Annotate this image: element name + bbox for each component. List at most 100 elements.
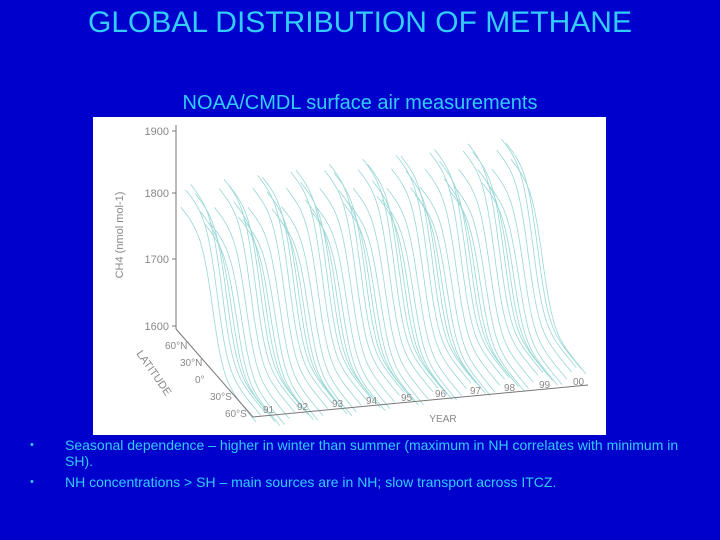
surface-mesh-line	[218, 188, 295, 413]
bullet-list: • Seasonal dependence – higher in winter…	[30, 437, 690, 490]
year-tick-label: 96	[435, 389, 447, 400]
surface-mesh-line	[185, 189, 262, 416]
surface-mesh-line	[491, 168, 568, 380]
surface-mesh-line	[324, 170, 400, 396]
surface-mesh-line	[434, 149, 510, 378]
surface-mesh-line	[371, 180, 448, 395]
surface-mesh-line	[290, 172, 367, 400]
surface-mesh-line	[319, 187, 396, 403]
surface-mesh-line	[338, 190, 415, 402]
year-tick-label: 94	[366, 396, 378, 407]
surface-mesh-line	[414, 194, 491, 396]
surface-mesh-line	[501, 138, 577, 368]
year-tick-labels: 91 92 93 94 95 96 97 98 99 00	[263, 377, 585, 416]
surface-mesh-line	[448, 189, 525, 391]
year-axis-line	[252, 384, 589, 418]
slide-subtitle: NOAA/CMDL surface air measurements	[182, 92, 538, 114]
surface-mesh-line	[343, 203, 419, 406]
surface-mesh-line	[238, 216, 314, 421]
year-tick-label: 93	[332, 399, 344, 410]
surface-mesh-line	[281, 206, 357, 413]
y-tick-label: 1800	[145, 188, 169, 200]
surface-mesh-line	[328, 163, 405, 393]
latitude-tick-label: 30°N	[180, 358, 202, 369]
year-tick-label: 97	[470, 386, 482, 397]
surface-mesh-line	[381, 199, 458, 401]
surface-mesh-line	[453, 185, 529, 389]
surface-mesh-line	[405, 170, 482, 389]
surface-mesh-line	[285, 187, 362, 406]
bullet-text: NH concentrations > SH – main sources ar…	[65, 474, 557, 490]
surface-mesh-line	[247, 207, 324, 416]
year-tick-label: 00	[573, 377, 585, 388]
surface-mesh-line	[242, 219, 319, 421]
surface-mesh-line	[481, 182, 558, 386]
y-tick-label: 1700	[145, 254, 169, 266]
surface-mesh-line	[419, 186, 496, 393]
surface-mesh-line	[204, 223, 281, 426]
methane-surface-plot: 1900 1800 1700 1600 CH4 (nmol mol-1) 60°…	[114, 125, 589, 426]
surface-mesh-line	[295, 169, 372, 399]
surface-mesh-line	[458, 168, 534, 383]
surface-mesh-line	[271, 208, 348, 415]
year-axis-label: YEAR	[429, 414, 456, 425]
latitude-tick-label: 30°S	[210, 392, 232, 403]
surface-mesh-line	[429, 152, 506, 380]
surface-mesh-line	[424, 168, 501, 386]
surface-mesh-line	[233, 201, 309, 416]
surface-mesh-line	[486, 182, 563, 385]
year-tick-label: 92	[297, 402, 309, 413]
surface-mesh-line	[462, 150, 539, 376]
surface-mesh-line	[376, 195, 453, 400]
surface-mesh-line	[180, 207, 257, 423]
year-tick-label: 98	[504, 383, 516, 394]
surface-mesh-line	[266, 191, 343, 409]
latitude-tick-label: 0°	[195, 375, 205, 386]
bullet-text: Seasonal dependence – higher in winter t…	[65, 437, 679, 469]
surface-mesh-line	[443, 178, 520, 388]
year-tick-label: 99	[539, 380, 551, 391]
latitude-tick-label: 60°N	[165, 341, 187, 352]
surface-mesh-line	[367, 163, 443, 390]
bullet-marker: •	[30, 439, 34, 451]
surface-mesh-line	[276, 215, 353, 417]
latitude-tick-labels: 60°N 30°N 0° 30°S 60°S	[165, 341, 247, 420]
surface-mesh-line	[214, 207, 290, 420]
surface-mesh-line	[257, 174, 333, 404]
slide-title: GLOBAL DISTRIBUTION OF METHANE	[88, 6, 632, 39]
surface-mesh-line	[304, 199, 381, 408]
surface-mesh-line	[348, 202, 424, 405]
methane-surface-figure: 1900 1800 1700 1600 CH4 (nmol mol-1) 60°…	[93, 117, 606, 435]
y-tick-label: 1900	[145, 126, 169, 138]
y-axis-label: CH4 (nmol mol-1)	[114, 192, 126, 279]
surface-mesh-line	[505, 143, 582, 370]
latitude-axis-line	[175, 328, 254, 418]
surface-mesh-line	[496, 149, 573, 373]
surface-mesh-line	[190, 184, 266, 414]
surface-mesh-line	[400, 156, 477, 384]
surface-mesh-line	[391, 168, 467, 389]
surface-mesh-line	[352, 187, 429, 400]
bullet-item: • NH concentrations > SH – main sources …	[30, 474, 690, 490]
surface-mesh-line	[261, 176, 338, 404]
surface-mesh-line	[209, 222, 286, 425]
surface-mesh-line	[194, 193, 271, 417]
methane-surface-mesh	[180, 138, 587, 426]
surface-mesh-line	[252, 187, 329, 409]
surface-mesh-line	[362, 158, 439, 389]
latitude-tick-label: 60°S	[225, 409, 247, 420]
surface-mesh-line	[314, 204, 391, 409]
surface-mesh-line	[223, 178, 300, 409]
surface-mesh-line	[510, 159, 587, 375]
surface-mesh-line	[386, 187, 463, 396]
surface-mesh-line	[357, 169, 434, 393]
latitude-axis-label: LATITUDE	[134, 348, 174, 398]
year-tick-label: 91	[263, 405, 275, 416]
surface-mesh-line	[228, 184, 305, 410]
surface-mesh-line	[199, 211, 276, 422]
year-tick-label: 95	[401, 393, 413, 404]
bullet-marker: •	[30, 476, 34, 488]
surface-mesh-line	[309, 209, 386, 411]
y-tick-label: 1600	[145, 321, 169, 333]
bullet-item: • Seasonal dependence – higher in winter…	[30, 437, 690, 469]
